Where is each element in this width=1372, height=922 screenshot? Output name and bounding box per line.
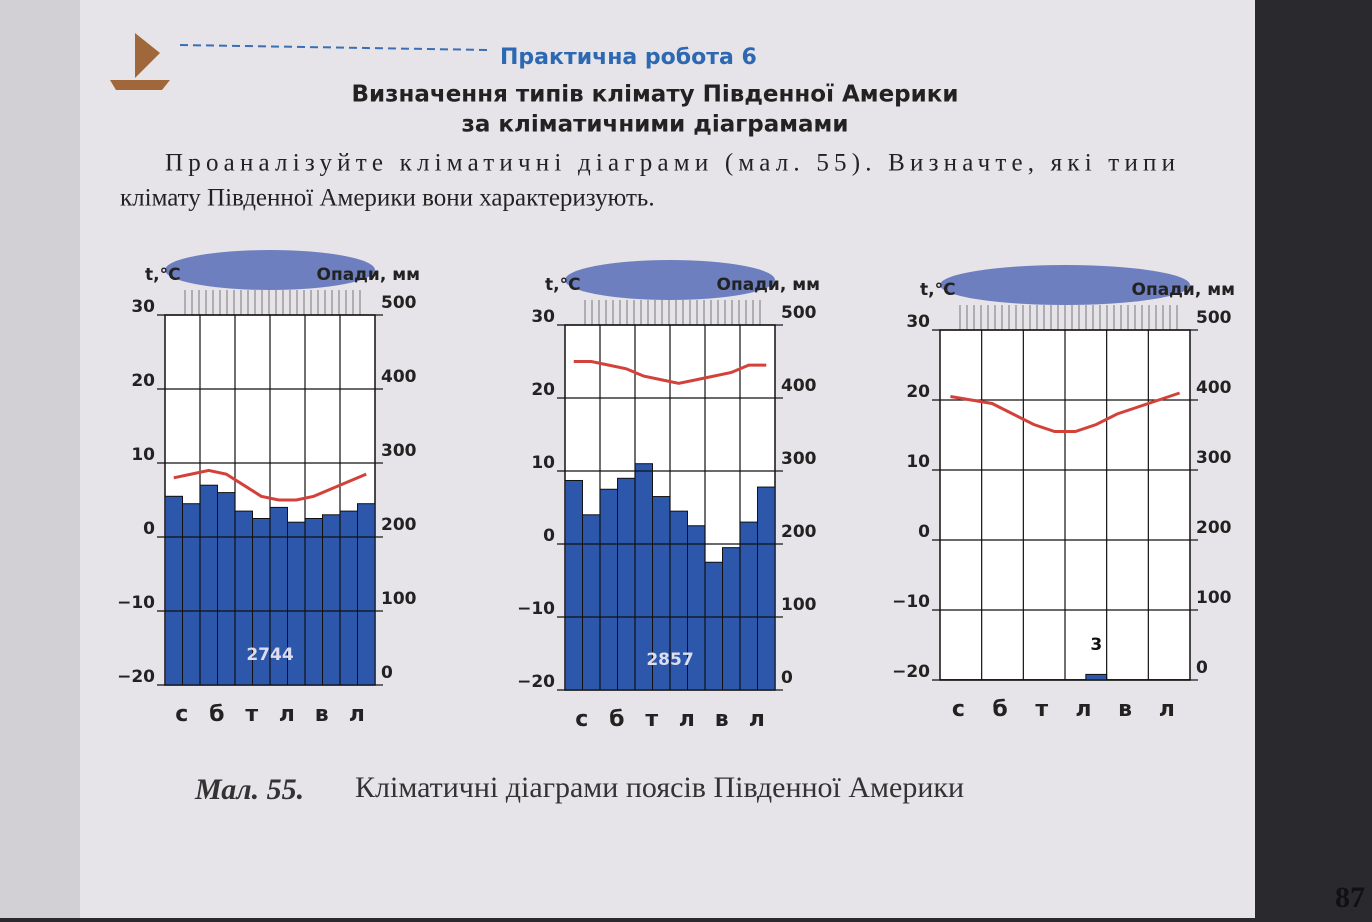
precipitation-bar — [600, 489, 618, 690]
month-label: с — [952, 697, 965, 722]
y-tick-label: −10 — [892, 592, 930, 612]
y2-tick-label: 0 — [1196, 658, 1208, 678]
precipitation-bar — [358, 504, 376, 685]
month-label: т — [1035, 697, 1048, 722]
precipitation-bar — [165, 496, 183, 685]
practice-label: Практична робота 6 — [500, 45, 757, 70]
caption-text: Кліматичні діаграми поясів Південної Аме… — [355, 771, 964, 804]
y2-axis-label: Опади, мм — [317, 265, 420, 285]
title-line: за кліматичними діаграмами — [462, 112, 849, 138]
y-tick-label: 10 — [906, 452, 930, 472]
y-tick-label: 30 — [531, 307, 555, 327]
month-label: б — [209, 702, 224, 727]
y2-tick-label: 300 — [1196, 448, 1232, 468]
y-axis-label: t,°C — [145, 265, 181, 285]
precipitation-bar — [618, 478, 636, 690]
precipitation-bar — [305, 519, 323, 686]
y2-tick-label: 400 — [381, 367, 417, 387]
month-label: в — [715, 707, 729, 732]
y2-tick-label: 100 — [781, 595, 817, 615]
month-label: л — [1159, 697, 1175, 722]
month-label: с — [575, 707, 588, 732]
precipitation-bar — [565, 480, 583, 690]
y-axis-label: t,°C — [920, 280, 956, 300]
y2-tick-label: 100 — [381, 589, 417, 609]
y-tick-label: 0 — [543, 526, 555, 546]
annual-total: 2857 — [646, 650, 693, 670]
y-tick-label: 30 — [131, 297, 155, 317]
y-tick-label: 30 — [906, 312, 930, 332]
y2-tick-label: 500 — [781, 303, 817, 323]
month-label: в — [1118, 697, 1132, 722]
precipitation-bar — [323, 515, 341, 685]
month-label: б — [992, 697, 1007, 722]
y2-tick-label: 0 — [781, 668, 793, 688]
instructions: клімату Південної Америки вони характери… — [120, 185, 655, 212]
y2-axis-label: Опади, мм — [717, 275, 820, 295]
y-tick-label: 10 — [531, 453, 555, 473]
y-tick-label: 20 — [131, 371, 155, 391]
month-label: т — [645, 707, 658, 732]
month-label: т — [245, 702, 258, 727]
month-label: л — [679, 707, 695, 732]
y2-tick-label: 400 — [781, 376, 817, 396]
precipitation-bar — [758, 487, 776, 690]
y2-tick-label: 200 — [1196, 518, 1232, 538]
precipitation-bar — [723, 548, 741, 690]
month-label: л — [1075, 697, 1091, 722]
annual-total: 3 — [1090, 635, 1102, 655]
y-tick-label: −20 — [117, 667, 155, 687]
y-tick-label: 20 — [531, 380, 555, 400]
y2-tick-label: 200 — [381, 515, 417, 535]
page-number: 87 — [1335, 881, 1365, 914]
y2-axis-label: Опади, мм — [1132, 280, 1235, 300]
y2-tick-label: 400 — [1196, 378, 1232, 398]
y-tick-label: −20 — [892, 662, 930, 682]
month-label: б — [609, 707, 624, 732]
y2-tick-label: 500 — [1196, 308, 1232, 328]
y2-tick-label: 300 — [381, 441, 417, 461]
y-tick-label: −10 — [517, 599, 555, 619]
month-label: л — [349, 702, 365, 727]
y-tick-label: −20 — [517, 672, 555, 692]
y2-tick-label: 0 — [381, 663, 393, 683]
title-line: Визначення типів клімату Південної Амери… — [352, 82, 959, 108]
y-tick-label: 0 — [143, 519, 155, 539]
precipitation-bar — [583, 515, 601, 690]
y-tick-label: 10 — [131, 445, 155, 465]
y-tick-label: −10 — [117, 593, 155, 613]
annual-total: 2744 — [246, 645, 293, 665]
y-axis-label: t,°C — [545, 275, 581, 295]
paper-shadow — [0, 0, 80, 918]
y2-tick-label: 100 — [1196, 588, 1232, 608]
caption-number: Мал. 55. — [194, 773, 304, 806]
precipitation-bar — [183, 504, 201, 685]
month-label: л — [749, 707, 765, 732]
month-label: с — [175, 702, 188, 727]
precipitation-bar — [218, 493, 236, 685]
y2-tick-label: 200 — [781, 522, 817, 542]
precipitation-bar — [740, 522, 758, 690]
month-label: в — [315, 702, 329, 727]
y2-tick-label: 300 — [781, 449, 817, 469]
precipitation-bar — [200, 485, 218, 685]
y-tick-label: 0 — [918, 522, 930, 542]
precipitation-bar — [1086, 674, 1107, 680]
precipitation-bar — [705, 562, 723, 690]
y2-tick-label: 500 — [381, 293, 417, 313]
y-tick-label: 20 — [906, 382, 930, 402]
month-label: л — [279, 702, 295, 727]
